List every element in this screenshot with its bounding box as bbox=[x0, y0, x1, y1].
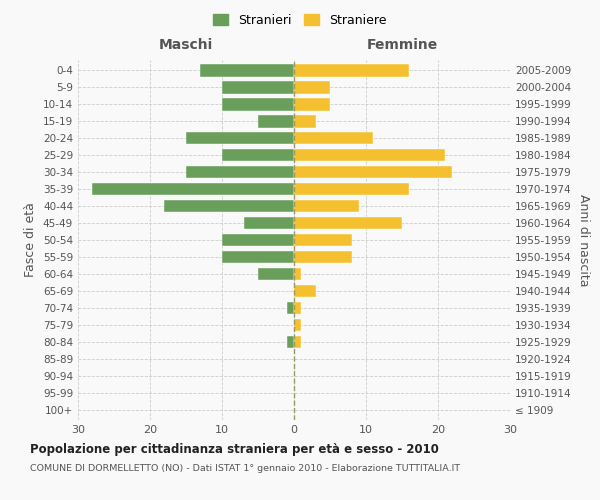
Bar bbox=[294, 81, 330, 94]
Bar bbox=[222, 148, 294, 162]
Bar bbox=[294, 336, 301, 348]
Bar bbox=[294, 318, 301, 332]
Bar bbox=[186, 166, 294, 178]
Bar bbox=[258, 115, 294, 128]
Text: Femmine: Femmine bbox=[367, 38, 437, 52]
Bar bbox=[294, 284, 316, 298]
Bar bbox=[164, 200, 294, 212]
Bar bbox=[222, 81, 294, 94]
Bar bbox=[294, 268, 301, 280]
Bar bbox=[258, 268, 294, 280]
Bar bbox=[294, 216, 402, 230]
Text: COMUNE DI DORMELLETTO (NO) - Dati ISTAT 1° gennaio 2010 - Elaborazione TUTTITALI: COMUNE DI DORMELLETTO (NO) - Dati ISTAT … bbox=[30, 464, 460, 473]
Bar bbox=[294, 98, 330, 110]
Bar bbox=[294, 148, 445, 162]
Bar bbox=[294, 166, 452, 178]
Bar bbox=[294, 115, 316, 128]
Bar bbox=[294, 234, 352, 246]
Bar bbox=[294, 250, 352, 264]
Legend: Stranieri, Straniere: Stranieri, Straniere bbox=[208, 8, 392, 32]
Bar bbox=[244, 216, 294, 230]
Bar bbox=[92, 182, 294, 196]
Text: Maschi: Maschi bbox=[159, 38, 213, 52]
Bar bbox=[186, 132, 294, 144]
Bar bbox=[294, 200, 359, 212]
Bar bbox=[222, 234, 294, 246]
Text: Popolazione per cittadinanza straniera per età e sesso - 2010: Popolazione per cittadinanza straniera p… bbox=[30, 442, 439, 456]
Bar bbox=[200, 64, 294, 76]
Bar bbox=[222, 98, 294, 110]
Bar bbox=[287, 302, 294, 314]
Bar bbox=[294, 182, 409, 196]
Y-axis label: Anni di nascita: Anni di nascita bbox=[577, 194, 590, 286]
Bar bbox=[222, 250, 294, 264]
Bar bbox=[294, 64, 409, 76]
Bar bbox=[287, 336, 294, 348]
Bar bbox=[294, 302, 301, 314]
Bar bbox=[294, 132, 373, 144]
Y-axis label: Fasce di età: Fasce di età bbox=[25, 202, 37, 278]
